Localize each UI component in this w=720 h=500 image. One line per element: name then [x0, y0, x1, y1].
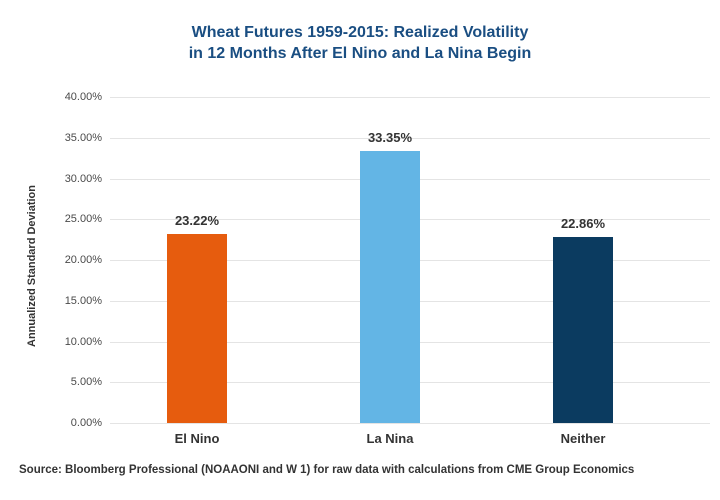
bar-value-label: 33.35% — [367, 130, 413, 146]
x-category-label: La Nina — [366, 431, 414, 446]
bar-neither — [553, 236, 613, 423]
gridline — [110, 137, 710, 139]
y-tick-label: 0.00% — [70, 417, 102, 429]
x-category-label: Neither — [560, 431, 606, 446]
y-tick-label: 10.00% — [64, 335, 102, 348]
y-axis-title: Annualized Standard Deviation — [26, 185, 38, 347]
chart-title-line2: in 12 Months After El Nino and La Nina B… — [188, 45, 532, 62]
plot-area — [110, 97, 710, 424]
bar-el-nino — [167, 233, 227, 423]
bar-value-label: 22.86% — [560, 215, 606, 231]
y-tick-label: 30.00% — [64, 172, 102, 185]
y-tick-label: 15.00% — [64, 294, 102, 307]
bar-value-label: 23.22% — [174, 212, 220, 228]
chart-title: Wheat Futures 1959-2015: Realized Volati… — [0, 22, 720, 64]
y-tick-label: 35.00% — [64, 131, 102, 144]
y-tick-label: 5.00% — [70, 376, 102, 389]
y-tick-label: 20.00% — [64, 254, 102, 266]
chart-title-line1: Wheat Futures 1959-2015: Realized Volati… — [191, 24, 529, 41]
gridline — [110, 423, 710, 424]
bar-la-nina — [360, 151, 420, 423]
x-category-label: El Nino — [174, 431, 220, 446]
source-note: Source: Bloomberg Professional (NOAAONI … — [19, 464, 635, 476]
y-tick-label: 40.00% — [64, 91, 102, 103]
y-tick-label: 25.00% — [64, 213, 102, 226]
gridline — [110, 97, 710, 98]
